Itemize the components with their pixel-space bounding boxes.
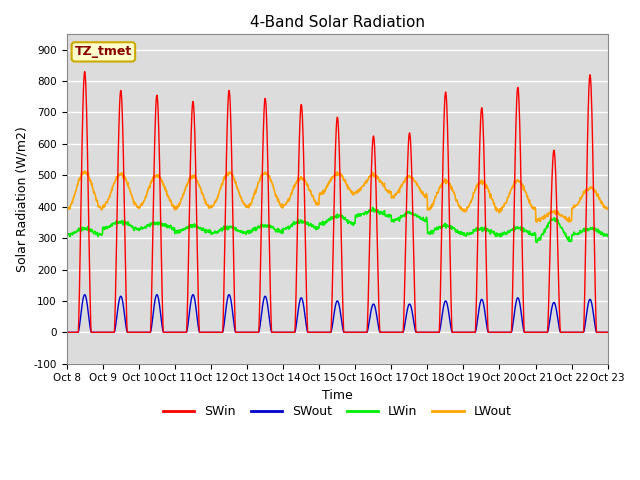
Line: LWout: LWout	[67, 171, 608, 222]
Text: TZ_tmet: TZ_tmet	[75, 46, 132, 59]
SWout	[244, 329, 252, 335]
SWin	[604, 329, 612, 335]
LWout	[244, 204, 252, 210]
SWout	[184, 326, 191, 332]
LWin	[170, 228, 178, 233]
SWin	[492, 329, 500, 335]
X-axis label: Time: Time	[322, 389, 353, 402]
SWin	[244, 329, 252, 335]
LWout	[63, 207, 70, 213]
LWin	[183, 226, 191, 232]
LWin	[63, 232, 70, 238]
SWout	[492, 329, 500, 335]
LWout	[81, 168, 88, 174]
LWout	[170, 204, 178, 209]
LWout	[540, 214, 548, 220]
SWout	[604, 329, 612, 335]
Line: LWin: LWin	[67, 207, 608, 242]
SWin	[63, 329, 70, 335]
LWin	[369, 204, 376, 210]
LWin	[533, 240, 541, 245]
SWin	[81, 69, 88, 74]
SWin	[170, 329, 178, 335]
SWout	[170, 329, 178, 335]
SWout	[81, 292, 88, 298]
SWout	[63, 329, 70, 335]
LWin	[604, 233, 612, 239]
SWout	[422, 329, 429, 335]
Legend: SWin, SWout, LWin, LWout: SWin, SWout, LWin, LWout	[158, 400, 516, 423]
SWin	[540, 329, 548, 335]
LWin	[540, 229, 548, 235]
LWin	[244, 228, 252, 234]
LWout	[422, 194, 429, 200]
Line: SWin: SWin	[67, 72, 608, 332]
SWin	[184, 308, 191, 313]
LWout	[533, 219, 541, 225]
Y-axis label: Solar Radiation (W/m2): Solar Radiation (W/m2)	[15, 126, 28, 272]
Title: 4-Band Solar Radiation: 4-Band Solar Radiation	[250, 15, 425, 30]
LWin	[492, 230, 500, 236]
LWout	[184, 181, 191, 187]
Line: SWout: SWout	[67, 295, 608, 332]
SWin	[422, 329, 429, 335]
LWout	[492, 204, 500, 210]
LWout	[604, 206, 612, 212]
LWin	[422, 218, 429, 224]
SWout	[540, 329, 548, 335]
